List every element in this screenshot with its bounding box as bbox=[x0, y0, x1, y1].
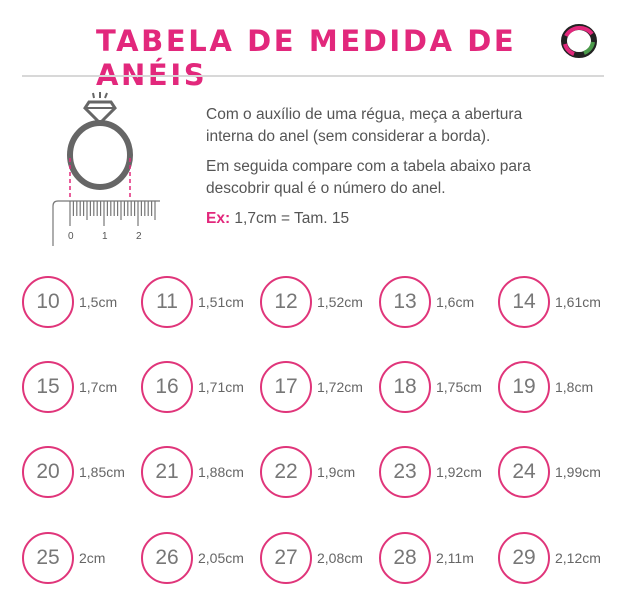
size-number: 19 bbox=[512, 375, 536, 398]
example-text: 1,7cm = Tam. 15 bbox=[230, 210, 350, 227]
size-number-circle: 12 bbox=[260, 276, 312, 328]
size-cell: 12 1,52cm bbox=[260, 276, 363, 328]
size-cell: 28 2,11m bbox=[379, 532, 474, 584]
size-cell: 25 2cm bbox=[22, 532, 105, 584]
size-measure: 1,88cm bbox=[198, 464, 244, 480]
example-label: Ex: bbox=[206, 210, 231, 227]
size-number: 13 bbox=[393, 290, 417, 313]
size-number: 15 bbox=[36, 375, 60, 398]
size-cell: 17 1,72cm bbox=[260, 361, 363, 413]
size-number-circle: 11 bbox=[141, 276, 193, 328]
size-measure: 2cm bbox=[79, 550, 106, 566]
size-number: 22 bbox=[274, 460, 298, 483]
size-cell: 23 1,92cm bbox=[379, 446, 482, 498]
size-number: 11 bbox=[156, 290, 178, 313]
size-number: 18 bbox=[393, 375, 417, 398]
size-number-circle: 19 bbox=[498, 361, 550, 413]
size-measure: 1,92cm bbox=[436, 464, 482, 480]
size-measure: 2,12cm bbox=[555, 550, 601, 566]
size-number-circle: 21 bbox=[141, 446, 193, 498]
size-number: 28 bbox=[393, 546, 417, 569]
size-measure: 1,6cm bbox=[436, 294, 475, 310]
size-cell: 29 2,12cm bbox=[498, 532, 601, 584]
size-number: 24 bbox=[512, 460, 536, 483]
size-number-circle: 24 bbox=[498, 446, 550, 498]
size-measure: 1,7cm bbox=[79, 379, 118, 395]
ring-band bbox=[67, 120, 133, 190]
size-number-circle: 13 bbox=[379, 276, 431, 328]
size-number-circle: 16 bbox=[141, 361, 193, 413]
size-number-circle: 29 bbox=[498, 532, 550, 584]
size-number: 29 bbox=[512, 546, 536, 569]
ruler-label: 2 bbox=[136, 231, 142, 242]
size-number: 20 bbox=[36, 460, 60, 483]
size-number-circle: 17 bbox=[260, 361, 312, 413]
size-cell: 15 1,7cm bbox=[22, 361, 117, 413]
size-measure: 1,51cm bbox=[198, 294, 244, 310]
size-measure: 1,99cm bbox=[555, 464, 601, 480]
size-number-circle: 20 bbox=[22, 446, 74, 498]
size-measure: 1,9cm bbox=[317, 464, 356, 480]
size-measure: 1,71cm bbox=[198, 379, 244, 395]
size-number-circle: 27 bbox=[260, 532, 312, 584]
size-cell: 10 1,5cm bbox=[22, 276, 117, 328]
size-cell: 14 1,61cm bbox=[498, 276, 601, 328]
size-number: 26 bbox=[155, 546, 179, 569]
diamond-icon bbox=[83, 92, 117, 126]
size-number-circle: 15 bbox=[22, 361, 74, 413]
size-number-circle: 22 bbox=[260, 446, 312, 498]
size-number: 12 bbox=[274, 290, 298, 313]
size-number: 14 bbox=[512, 290, 536, 313]
size-measure: 1,75cm bbox=[436, 379, 482, 395]
size-number-circle: 18 bbox=[379, 361, 431, 413]
size-number-circle: 26 bbox=[141, 532, 193, 584]
size-cell: 13 1,6cm bbox=[379, 276, 474, 328]
size-measure: 2,08cm bbox=[317, 550, 363, 566]
instruction-1: Com o auxílio de uma régua, meça a abert… bbox=[206, 106, 523, 145]
size-number-circle: 25 bbox=[22, 532, 74, 584]
size-cell: 19 1,8cm bbox=[498, 361, 593, 413]
ruler-label: 1 bbox=[102, 231, 108, 242]
size-cell: 20 1,85cm bbox=[22, 446, 125, 498]
page-title: TABELA DE MEDIDA DE ANÉIS bbox=[96, 24, 517, 92]
size-cell: 11 1,51cm bbox=[141, 276, 244, 328]
size-measure: 2,05cm bbox=[198, 550, 244, 566]
size-number: 27 bbox=[274, 546, 298, 569]
size-number-circle: 10 bbox=[22, 276, 74, 328]
size-cell: 18 1,75cm bbox=[379, 361, 482, 413]
size-cell: 27 2,08cm bbox=[260, 532, 363, 584]
size-number: 16 bbox=[155, 375, 179, 398]
size-measure: 1,52cm bbox=[317, 294, 363, 310]
example: Ex: 1,7cm = Tam. 15 bbox=[206, 208, 556, 230]
size-cell: 16 1,71cm bbox=[141, 361, 244, 413]
size-number-circle: 14 bbox=[498, 276, 550, 328]
instruction-2: Em seguida compare com a tabela abaixo p… bbox=[206, 158, 531, 197]
divider bbox=[22, 75, 604, 77]
size-measure: 1,61cm bbox=[555, 294, 601, 310]
size-number: 10 bbox=[36, 290, 60, 313]
size-number: 21 bbox=[155, 460, 179, 483]
size-number: 23 bbox=[393, 460, 417, 483]
size-measure: 1,5cm bbox=[79, 294, 118, 310]
size-measure: 1,72cm bbox=[317, 379, 363, 395]
ruler-label: 0 bbox=[68, 231, 74, 242]
size-cell: 26 2,05cm bbox=[141, 532, 244, 584]
ring-measure-illustration: 0 1 2 bbox=[52, 92, 160, 246]
instructions: Com o auxílio de uma régua, meça a abert… bbox=[206, 104, 556, 238]
size-cell: 24 1,99cm bbox=[498, 446, 601, 498]
size-measure: 2,11m bbox=[436, 550, 474, 566]
size-number-circle: 23 bbox=[379, 446, 431, 498]
ring-logo-icon bbox=[561, 24, 597, 58]
size-cell: 22 1,9cm bbox=[260, 446, 355, 498]
size-cell: 21 1,88cm bbox=[141, 446, 244, 498]
size-number: 25 bbox=[36, 546, 60, 569]
size-number-circle: 28 bbox=[379, 532, 431, 584]
size-measure: 1,8cm bbox=[555, 379, 594, 395]
size-number: 17 bbox=[274, 375, 298, 398]
size-measure: 1,85cm bbox=[79, 464, 125, 480]
